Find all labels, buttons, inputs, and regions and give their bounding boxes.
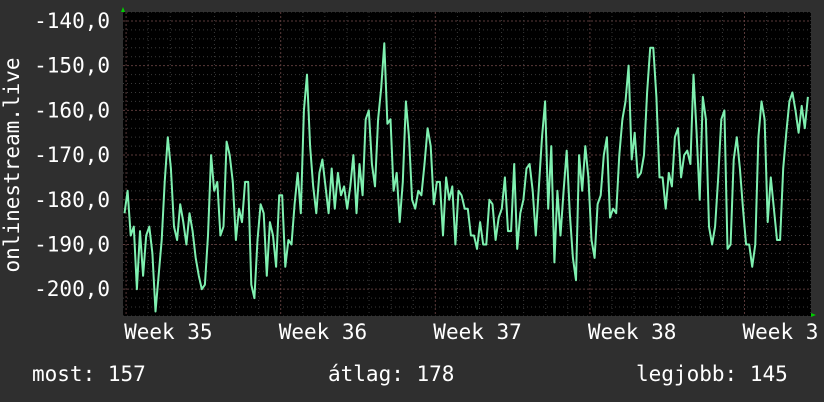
y-tick-label: -190,0: [34, 232, 110, 256]
x-tick-label: Week 3: [743, 320, 819, 344]
x-axis-arrow-icon: [811, 313, 816, 317]
current-value-number: 157: [107, 362, 146, 386]
x-tick-label: Week 38: [588, 320, 677, 344]
y-axis-title: onlinestream.live: [0, 57, 24, 273]
best-value-number: 145: [749, 362, 788, 386]
y-axis-arrow-icon: [121, 7, 125, 12]
y-tick-label: -180,0: [34, 188, 110, 212]
x-tick-label: Week 37: [433, 320, 522, 344]
current-value-label: most:: [32, 362, 96, 386]
average-value-number: 178: [416, 362, 455, 386]
y-tick-label: -170,0: [34, 143, 110, 167]
series-line: [123, 42, 809, 313]
y-tick-label: -200,0: [34, 277, 110, 301]
y-tick-label: -150,0: [34, 54, 110, 78]
best-value-stat: legjobb: 145: [636, 362, 788, 386]
x-tick-label: Week 35: [124, 320, 213, 344]
y-axis-tick-labels: -140,0 -150,0 -160,0 -170,0 -180,0 -190,0 -200…: [34, 9, 110, 301]
best-value-label: legjobb:: [636, 362, 738, 386]
x-tick-label: Week 36: [279, 320, 368, 344]
current-value-stat: most: 157: [32, 362, 146, 386]
y-tick-label: -140,0: [34, 9, 110, 33]
average-value-stat: átlag: 178: [328, 362, 454, 386]
y-tick-label: -160,0: [34, 98, 110, 122]
average-value-label: átlag:: [328, 362, 404, 386]
x-axis-tick-labels: Week 35 Week 36 Week 37 Week 38 Week 3: [124, 320, 818, 344]
